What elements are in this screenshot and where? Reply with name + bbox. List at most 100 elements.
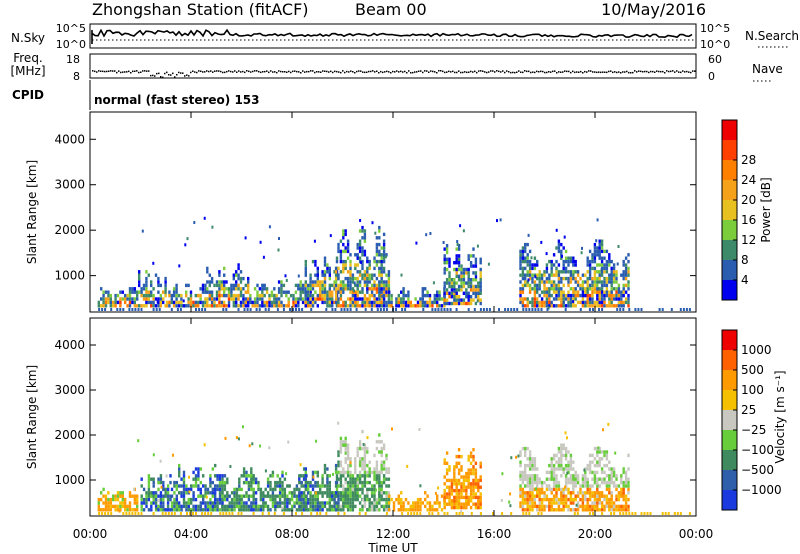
velocity-scatter-cell (391, 427, 393, 431)
velocity-colorbar-tick-label: −500 (741, 463, 774, 477)
power-echo-cell (235, 297, 238, 301)
power-echo-cell (378, 249, 381, 254)
velocity-echo-cell (363, 504, 367, 509)
power-echo-cell (453, 261, 456, 265)
freq-point (386, 70, 388, 73)
power-echo-cell (550, 300, 553, 305)
velocity-echo-cell (593, 491, 597, 495)
power-near-range-cell (255, 308, 258, 311)
power-echo-cell (574, 270, 577, 274)
power-echo-cell (560, 249, 563, 254)
power-echo-cell (192, 304, 195, 308)
power-echo-cell (533, 256, 537, 260)
velocity-echo-cell (254, 501, 258, 505)
velocity-echo-cell (382, 480, 386, 485)
freq-point (266, 70, 268, 72)
power-echo-cell (593, 280, 597, 284)
power-echo-cell (100, 287, 103, 291)
power-near-range-cell (546, 308, 549, 311)
velocity-echo-cell (211, 494, 214, 498)
velocity-echo-cell (610, 491, 613, 495)
power-echo-cell (574, 290, 577, 294)
power-echo-cell (206, 290, 209, 294)
velocity-echo-cell (450, 499, 454, 503)
velocity-echo-cell (102, 501, 105, 505)
power-echo-cell (531, 266, 534, 271)
power-echo-cell (443, 287, 446, 291)
power-echo-cell (598, 270, 601, 274)
power-echo-cell (227, 293, 231, 298)
freq-point (262, 71, 264, 73)
power-echo-cell (586, 287, 589, 291)
velocity-scatter-cell (437, 486, 440, 490)
power-echo-cell (467, 278, 470, 282)
power-echo-cell (301, 283, 305, 288)
power-echo-cell (304, 283, 307, 288)
freq-point (324, 70, 326, 72)
velocity-echo-cell (557, 463, 561, 468)
freq-point (594, 71, 596, 73)
freq-point (528, 70, 530, 73)
velocity-echo-cell (128, 504, 132, 509)
power-scatter-cell (309, 290, 312, 294)
velocity-echo-cell (593, 497, 597, 502)
velocity-echo-cell (605, 474, 609, 478)
velocity-echo-cell (304, 467, 307, 471)
freq-point (608, 70, 610, 73)
freq-point (292, 70, 294, 73)
power-echo-cell (280, 300, 283, 305)
velocity-echo-cell (533, 474, 537, 478)
velocity-echo-cell (620, 477, 623, 481)
power-echo-cell (564, 297, 568, 301)
velocity-echo-cell (140, 484, 143, 488)
velocity-echo-cell (358, 474, 362, 478)
power-scatter-cell (617, 245, 620, 248)
power-echo-cell (273, 293, 276, 298)
power-echo-cell (172, 300, 176, 305)
velocity-echo-cell (140, 504, 143, 509)
power-echo-cell (339, 297, 343, 301)
velocity-echo-cell (250, 467, 253, 471)
power-echo-cell (358, 256, 362, 260)
velocity-echo-cell (214, 504, 217, 509)
velocity-echo-cell (564, 477, 568, 481)
velocity-echo-cell (250, 504, 253, 509)
power-echo-cell (385, 273, 388, 277)
power-echo-cell (617, 283, 621, 288)
velocity-echo-cell (617, 491, 621, 495)
velocity-echo-cell (528, 457, 532, 461)
power-echo-cell (304, 304, 307, 308)
power-echo-cell (526, 259, 529, 264)
velocity-echo-cell (182, 487, 186, 492)
power-echo-cell (562, 246, 565, 250)
velocity-echo-cell (304, 477, 307, 481)
velocity-echo-cell (211, 467, 214, 471)
velocity-echo-cell (564, 446, 568, 451)
freq-point (206, 70, 208, 72)
power-echo-cell (612, 293, 616, 298)
power-echo-cell (519, 293, 522, 298)
velocity-echo-cell (564, 501, 568, 505)
velocity-echo-cell (216, 497, 219, 502)
power-echo-cell (593, 246, 597, 250)
velocity-echo-cell (445, 471, 449, 476)
power-echo-cell (380, 273, 383, 277)
velocity-echo-cell (375, 508, 379, 512)
power-echo-cell (600, 249, 604, 254)
power-echo-cell (378, 259, 381, 264)
velocity-scatter-cell (583, 468, 586, 472)
power-echo-cell (455, 291, 458, 295)
velocity-echo-cell (596, 497, 599, 502)
power-echo-cell (375, 287, 379, 291)
power-echo-cell (104, 290, 108, 294)
power-echo-cell (453, 281, 456, 285)
power-echo-cell (479, 288, 482, 292)
velocity-echo-cell (443, 461, 446, 465)
power-echo-cell (199, 297, 202, 301)
velocity-echo-cell (462, 495, 466, 500)
velocity-echo-cell (166, 501, 170, 505)
velocity-echo-cell (581, 494, 585, 498)
power-near-range-cell (110, 308, 113, 311)
velocity-echo-cell (448, 478, 451, 483)
